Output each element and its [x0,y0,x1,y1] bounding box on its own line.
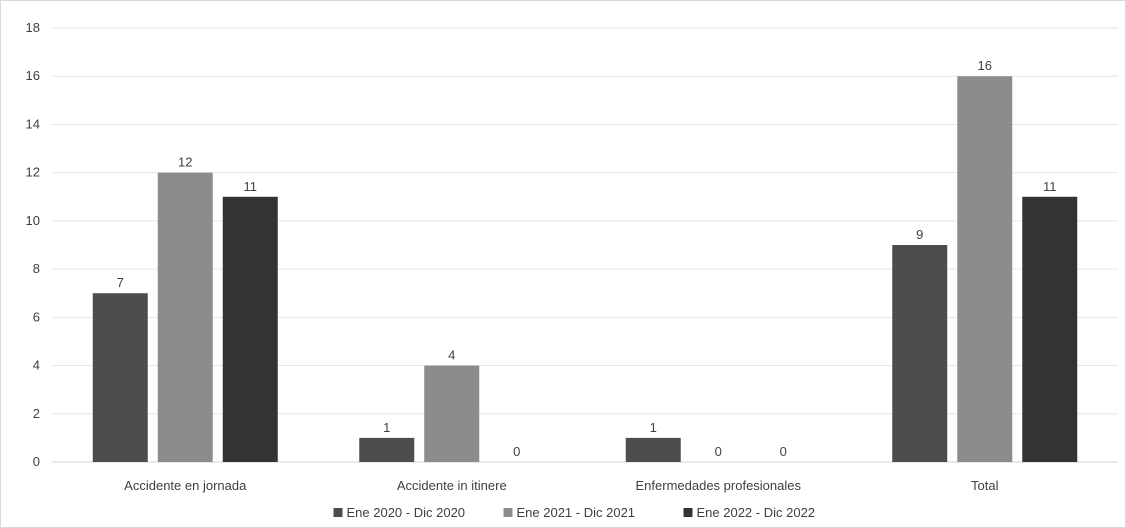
legend-label: Ene 2020 - Dic 2020 [347,505,466,520]
y-tick-label: 4 [33,358,40,373]
bar [957,76,1013,462]
x-category-label: Accidente en jornada [124,478,247,493]
legend-swatch [503,508,513,517]
bar [892,245,948,462]
bars [92,76,1078,462]
legend-swatch [683,508,693,517]
bar [222,196,278,462]
y-tick-label: 16 [26,68,40,83]
bar [1022,196,1078,462]
bar [625,437,681,462]
legend: Ene 2020 - Dic 2020 Ene 2021 - Dic 2021 En… [333,505,816,520]
y-tick-label: 2 [33,406,40,421]
data-label: 7 [117,275,124,290]
data-label: 12 [178,155,192,170]
y-tick-label: 6 [33,309,40,324]
data-label: 1 [383,420,390,435]
bar [359,437,415,462]
y-tick-label: 0 [33,454,40,469]
bar [424,365,480,462]
x-category-label: Enfermedades profesionales [636,478,802,493]
y-tick-label: 8 [33,261,40,276]
legend-swatch [333,508,343,517]
y-tick-label: 18 [26,20,40,35]
bar [92,293,148,462]
data-label: 11 [1043,179,1057,194]
y-axis-ticks: 0 2 4 6 8 10 12 14 16 18 [26,20,40,469]
x-category-label: Total [971,478,999,493]
data-label: 0 [715,444,722,459]
data-label: 4 [448,348,455,363]
data-label: 16 [978,58,992,73]
bar [157,172,213,462]
legend-label: Ene 2022 - Dic 2022 [697,505,816,520]
data-label: 0 [513,444,520,459]
data-label: 11 [244,179,258,194]
legend-label: Ene 2021 - Dic 2021 [517,505,636,520]
y-tick-label: 10 [26,213,40,228]
data-label: 1 [650,420,657,435]
x-axis-categories: Accidente en jornada Accidente in itinere… [124,478,998,493]
y-tick-label: 12 [26,165,40,180]
data-label: 0 [780,444,787,459]
data-label: 9 [916,227,923,242]
y-tick-label: 14 [26,116,40,131]
x-category-label: Accidente in itinere [397,478,507,493]
